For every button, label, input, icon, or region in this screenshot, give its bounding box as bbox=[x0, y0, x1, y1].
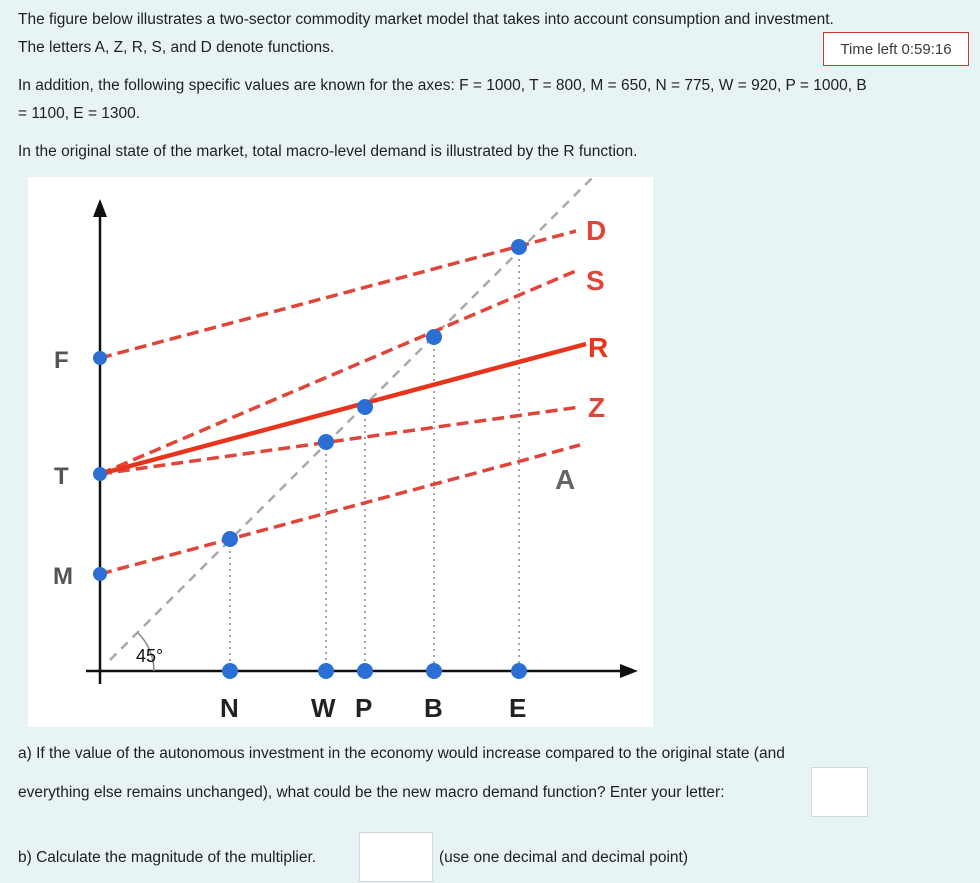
point-d-intersect bbox=[511, 239, 527, 255]
function-label-a: A bbox=[555, 464, 575, 495]
point-s-intersect bbox=[426, 329, 442, 345]
y-label-m: M bbox=[53, 563, 73, 590]
x-label-n: N bbox=[220, 693, 239, 723]
y-label-f: F bbox=[54, 347, 69, 374]
point-n bbox=[222, 663, 238, 679]
question-b-hint: (use one decimal and decimal point) bbox=[439, 849, 688, 866]
point-m bbox=[93, 567, 107, 581]
function-line-d bbox=[99, 229, 577, 360]
function-label-z: Z bbox=[588, 392, 605, 423]
function-line-a bbox=[99, 443, 581, 576]
market-model-diagram: 45° F T M N W P B E bbox=[53, 177, 638, 723]
intro-line-2: The letters A, Z, R, S, and D denote fun… bbox=[18, 39, 335, 56]
function-label-s: S bbox=[586, 265, 605, 296]
function-line-z bbox=[99, 405, 581, 476]
question-b-text: b) Calculate the magnitude of the multip… bbox=[18, 849, 317, 866]
point-z-intersect bbox=[318, 434, 334, 450]
time-left-badge: Time left 0:59:16 bbox=[823, 32, 969, 66]
x-label-b: B bbox=[424, 693, 443, 723]
intro-line-5: In the original state of the market, tot… bbox=[18, 143, 638, 160]
x-label-p: P bbox=[355, 693, 372, 723]
intro-line-1: The figure below illustrates a two-secto… bbox=[18, 11, 834, 28]
intro-line-3: In addition, the following specific valu… bbox=[18, 77, 867, 94]
diagonal-45-line bbox=[109, 177, 594, 661]
function-line-r bbox=[99, 341, 587, 477]
function-label-r: R bbox=[588, 332, 608, 363]
intersection-points bbox=[93, 239, 527, 679]
x-label-e: E bbox=[509, 693, 526, 723]
point-p bbox=[357, 663, 373, 679]
y-label-t: T bbox=[54, 463, 69, 490]
point-w bbox=[318, 663, 334, 679]
function-label-d: D bbox=[586, 215, 606, 246]
intro-line-4: = 1100, E = 1300. bbox=[18, 105, 141, 122]
function-line-s bbox=[99, 268, 579, 476]
answer-b-input[interactable] bbox=[359, 832, 433, 882]
point-b bbox=[426, 663, 442, 679]
point-t bbox=[93, 467, 107, 481]
y-axis bbox=[93, 199, 107, 684]
point-e bbox=[511, 663, 527, 679]
question-a-line-1: a) If the value of the autonomous invest… bbox=[18, 745, 785, 762]
x-label-w: W bbox=[311, 693, 336, 723]
x-axis bbox=[86, 664, 638, 678]
angle-arc bbox=[137, 632, 155, 672]
point-a-intersect bbox=[222, 531, 238, 547]
angle-label: 45° bbox=[136, 646, 163, 666]
point-f bbox=[93, 351, 107, 365]
question-a-line-2: everything else remains unchanged), what… bbox=[18, 784, 725, 801]
dotted-guides bbox=[229, 247, 520, 671]
point-r-intersect bbox=[357, 399, 373, 415]
answer-a-input[interactable] bbox=[811, 767, 868, 817]
market-model-figure: 45° F T M N W P B E bbox=[28, 177, 653, 727]
